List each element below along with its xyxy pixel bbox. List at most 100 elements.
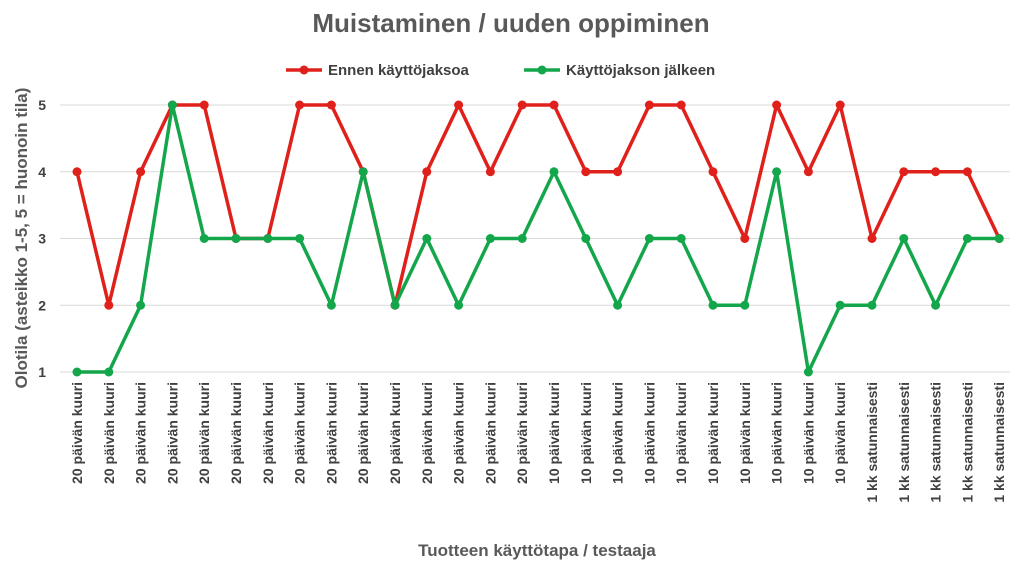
data-point <box>136 167 146 177</box>
data-point <box>485 167 495 177</box>
x-tick-label: 20 päivän kuuri <box>292 382 308 484</box>
data-point <box>613 167 623 177</box>
legend-item-1: Ennen käyttöjaksoa <box>286 62 470 79</box>
data-point <box>835 100 845 110</box>
series-line-2 <box>77 103 1000 374</box>
x-tick-label: 1 kk satunnaisesti <box>959 382 975 503</box>
data-point <box>485 234 495 243</box>
y-tick-label: 1 <box>38 364 46 380</box>
x-tick-label: 20 päivän kuuri <box>101 382 117 484</box>
y-tick-label: 2 <box>38 297 46 313</box>
x-tick-label: 20 päivän kuuri <box>387 382 403 484</box>
data-point <box>962 167 972 177</box>
data-point <box>899 234 909 243</box>
data-point <box>708 167 718 177</box>
x-tick-label: 20 päivän kuuri <box>228 382 244 484</box>
data-point <box>390 300 400 310</box>
y-tick-label: 3 <box>38 231 46 247</box>
data-point <box>835 300 845 310</box>
data-point <box>454 300 464 310</box>
data-point <box>199 100 209 110</box>
x-tick-label: 1 kk satunnaisesti <box>896 382 912 503</box>
data-point <box>326 300 336 310</box>
data-point <box>581 167 591 177</box>
x-tick-label: 10 päivän kuuri <box>705 382 721 484</box>
data-point <box>295 100 305 110</box>
x-tick-label: 20 päivän kuuri <box>451 382 467 484</box>
x-tick-label: 20 päivän kuuri <box>260 382 276 484</box>
x-tick-label: 10 päivän kuuri <box>578 382 594 484</box>
data-point <box>803 367 813 377</box>
data-point <box>517 234 527 243</box>
x-tick-label: 20 päivän kuuri <box>164 382 180 484</box>
data-point <box>358 167 368 177</box>
x-tick-label: 20 päivän kuuri <box>133 382 149 484</box>
data-point <box>295 234 305 243</box>
data-point <box>104 367 114 377</box>
legend: Ennen käyttöjaksoa Käyttöjakson jälkeen <box>286 62 715 79</box>
series-line-1 <box>75 103 1001 307</box>
data-point <box>422 234 432 243</box>
data-point <box>740 300 750 310</box>
x-tick-label: 10 päivän kuuri <box>610 382 626 484</box>
data-point <box>422 167 432 177</box>
data-point <box>867 300 877 310</box>
series-2 <box>72 100 1004 377</box>
data-point <box>962 234 972 243</box>
x-tick-label: 10 päivän kuuri <box>546 382 562 484</box>
data-point <box>231 234 241 243</box>
data-point <box>549 100 559 110</box>
x-tick-label: 20 päivän kuuri <box>323 382 339 484</box>
x-tick-label: 1 kk satunnaisesti <box>991 382 1007 503</box>
data-point <box>931 300 941 310</box>
data-point <box>263 234 273 243</box>
data-point <box>803 167 813 177</box>
data-point <box>613 300 623 310</box>
legend-label: Käyttöjakson jälkeen <box>566 62 715 79</box>
data-point <box>867 234 877 243</box>
data-point <box>549 167 559 177</box>
data-point <box>772 100 782 110</box>
legend-item-2: Käyttöjakson jälkeen <box>524 62 715 79</box>
data-point <box>899 167 909 177</box>
data-point <box>581 234 591 243</box>
y-tick-label: 4 <box>38 164 46 180</box>
data-point <box>326 100 336 110</box>
data-point <box>772 167 782 177</box>
x-tick-label: 1 kk satunnaisesti <box>864 382 880 503</box>
x-tick-label: 20 päivän kuuri <box>69 382 85 484</box>
y-axis-title: Olotila (asteikko 1-5, 5 = huonoin tila) <box>12 88 31 389</box>
data-point <box>708 300 718 310</box>
legend-label: Ennen käyttöjaksoa <box>328 62 470 79</box>
x-tick-label: 20 päivän kuuri <box>355 382 371 484</box>
x-tick-label: 20 päivän kuuri <box>514 382 530 484</box>
data-point <box>136 300 146 310</box>
data-point <box>931 167 941 177</box>
x-tick-label: 10 päivän kuuri <box>737 382 753 484</box>
legend-swatch-marker <box>537 65 547 75</box>
x-axis-ticks: 20 päivän kuuri 20 päivän kuuri 20 päivän … <box>69 382 1007 503</box>
x-tick-label: 1 kk satunnaisesti <box>928 382 944 503</box>
x-tick-label: 20 päivän kuuri <box>419 382 435 484</box>
data-point <box>740 234 750 243</box>
data-point <box>644 234 654 243</box>
data-point <box>167 100 177 110</box>
x-tick-label: 10 päivän kuuri <box>641 382 657 484</box>
y-axis-ticks: 1 2 3 4 5 <box>38 97 46 380</box>
data-point <box>517 100 527 110</box>
x-tick-label: 10 päivän kuuri <box>673 382 689 484</box>
data-point <box>676 100 686 110</box>
chart-title: Muistaminen / uuden oppiminen <box>312 8 709 38</box>
data-point <box>454 100 464 110</box>
x-tick-label: 20 päivän kuuri <box>482 382 498 484</box>
x-axis-title: Tuotteen käyttötapa / testaaja <box>418 541 656 560</box>
data-point <box>72 367 82 377</box>
x-tick-label: 10 päivän kuuri <box>832 382 848 484</box>
data-point <box>676 234 686 243</box>
x-tick-label: 10 päivän kuuri <box>800 382 816 484</box>
legend-swatch-marker <box>299 65 309 75</box>
y-tick-label: 5 <box>38 97 46 113</box>
data-point <box>644 100 654 110</box>
data-point <box>199 234 209 243</box>
